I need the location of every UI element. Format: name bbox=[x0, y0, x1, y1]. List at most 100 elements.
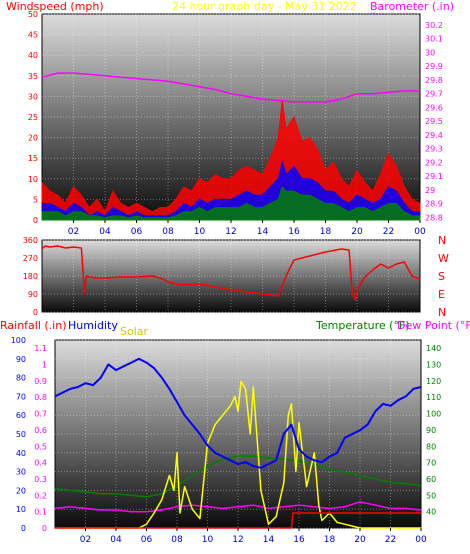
barometer-axis-label: Barometer (.in) bbox=[370, 0, 454, 13]
rain-tick-label: 0.9 bbox=[34, 377, 47, 386]
windspeed-tick-label: 25 bbox=[28, 113, 38, 122]
humidity-tick-label: 30 bbox=[16, 468, 26, 477]
direction-line bbox=[41, 245, 421, 301]
direction-plot-bg bbox=[41, 239, 421, 313]
direction-tick-label: 180 bbox=[23, 272, 38, 281]
direction-series bbox=[41, 245, 421, 301]
wind-baro-xtick-label: 04 bbox=[99, 227, 111, 237]
humidity-tick-label: 20 bbox=[16, 486, 26, 495]
wind-baro-xtick-label: 00 bbox=[414, 227, 426, 237]
rain-tick-label: 1.1 bbox=[34, 344, 47, 353]
direction-panel: 0 N 90 E 180 S 270 W 360 N bbox=[23, 234, 449, 319]
rain-hum-temp-xtick-label: 16 bbox=[293, 535, 305, 545]
rainfall-line bbox=[55, 512, 421, 529]
direction-ticks: 0 N 90 E 180 S 270 W 360 N bbox=[23, 234, 449, 319]
barometer-tick-label: 29.4 bbox=[425, 131, 443, 140]
rain-hum-temp-xtick-label: 22 bbox=[385, 535, 396, 545]
wind-baro-xtick-label: 12 bbox=[225, 227, 236, 237]
compass-label: N bbox=[438, 306, 446, 319]
wind-baro-ticks: 0 5 10 15 20 25 30 35 40 45 50 28.8 28.9 29 29.1 29.2 29… bbox=[28, 10, 443, 237]
temperature-tick-label: 100 bbox=[426, 410, 441, 419]
windspeed-tick-label: 20 bbox=[28, 134, 38, 143]
temperature-tick-label: 110 bbox=[426, 393, 441, 402]
avg-area bbox=[41, 186, 421, 221]
dewpoint-line bbox=[54, 501, 422, 513]
rain-hum-temp-panel: 010203040506070809010000.10.20.30.40.50.… bbox=[0, 319, 470, 545]
compass-label: E bbox=[438, 288, 445, 301]
barometer-tick-label: 29.3 bbox=[425, 145, 443, 154]
windspeed-tick-label: 10 bbox=[28, 175, 38, 184]
rain-hum-temp-xtick-label: 02 bbox=[80, 535, 91, 545]
humidity-tick-label: 40 bbox=[16, 449, 26, 458]
barometer-tick-label: 28.9 bbox=[425, 200, 443, 209]
wind-baro-xtick-label: 22 bbox=[383, 227, 394, 237]
barometer-tick-label: 29.1 bbox=[425, 172, 443, 181]
rain-hum-temp-series bbox=[54, 357, 422, 529]
windspeed-tick-label: 0 bbox=[33, 216, 38, 225]
rain-tick-label: 0.3 bbox=[34, 475, 47, 484]
rain-hum-temp-xtick-label: 04 bbox=[110, 535, 122, 545]
rain-tick-label: 0.7 bbox=[34, 410, 47, 419]
temperature-axis-label: Temperature (°F) bbox=[315, 319, 410, 332]
temperature-tick-label: 90 bbox=[426, 426, 436, 435]
rain-hum-temp-plot-bg bbox=[54, 339, 422, 529]
barometer-tick-label: 30 bbox=[425, 48, 435, 57]
rain-hum-temp-xtick-label: 12 bbox=[232, 535, 243, 545]
barometer-tick-label: 28.8 bbox=[425, 213, 443, 222]
windspeed-tick-label: 35 bbox=[28, 72, 38, 81]
humidity-axis-label: Humidity bbox=[68, 319, 118, 332]
windspeed-tick-label: 15 bbox=[28, 154, 38, 163]
wind-baro-panel: 0 5 10 15 20 25 30 35 40 45 50 28.8 28.9 29 29.1 29.2 29… bbox=[6, 0, 454, 237]
rain-hum-temp-xtick-label: 20 bbox=[354, 535, 366, 545]
temperature-tick-label: 50 bbox=[426, 491, 436, 500]
wind-baro-xtick-label: 14 bbox=[257, 227, 269, 237]
compass-label: N bbox=[438, 234, 446, 247]
wind-baro-xtick-label: 08 bbox=[162, 227, 174, 237]
windspeed-tick-label: 40 bbox=[28, 51, 38, 60]
rain-tick-label: 0 bbox=[42, 524, 47, 533]
rain-tick-label: 0.1 bbox=[34, 508, 47, 517]
rain-hum-temp-xtick-label: 06 bbox=[141, 535, 153, 545]
compass-label: S bbox=[438, 270, 445, 283]
direction-tick-label: 360 bbox=[23, 236, 38, 245]
humidity-tick-label: 60 bbox=[16, 411, 26, 420]
barometer-tick-label: 29.6 bbox=[425, 103, 443, 112]
rain-hum-temp-ticks: 010203040506070809010000.10.20.30.40.50.… bbox=[11, 336, 442, 545]
direction-tick-label: 270 bbox=[23, 254, 38, 263]
humidity-tick-label: 50 bbox=[16, 430, 26, 439]
barometer-tick-label: 30.1 bbox=[425, 35, 443, 44]
rain-tick-label: 0.4 bbox=[34, 459, 47, 468]
barometer-tick-label: 29.9 bbox=[425, 62, 443, 71]
rain-hum-temp-xtick-label: 14 bbox=[263, 535, 275, 545]
barometer-tick-label: 29.5 bbox=[425, 117, 443, 126]
direction-tick-label: 90 bbox=[28, 290, 38, 299]
rain-tick-label: 0.6 bbox=[34, 426, 47, 435]
rainfall-axis-label: Rainfall (.in) bbox=[0, 319, 67, 332]
temperature-tick-label: 40 bbox=[426, 508, 436, 517]
rain-hum-temp-xtick-label: 10 bbox=[202, 535, 214, 545]
graph-title: 24 hour graph day - May 31 2022 bbox=[172, 0, 357, 13]
windspeed-tick-label: 45 bbox=[28, 31, 38, 40]
humidity-line bbox=[54, 357, 422, 469]
wind-baro-series bbox=[41, 72, 421, 221]
wind-baro-xtick-label: 18 bbox=[320, 227, 332, 237]
barometer-tick-label: 30.2 bbox=[425, 21, 443, 30]
compass-label: W bbox=[438, 252, 449, 265]
wind-baro-xtick-label: 20 bbox=[351, 227, 363, 237]
rain-hum-temp-xtick-label: 08 bbox=[171, 535, 183, 545]
windspeed-tick-label: 5 bbox=[33, 195, 38, 204]
barometer-tick-label: 29.7 bbox=[425, 90, 443, 99]
wind-baro-xtick-label: 16 bbox=[288, 227, 300, 237]
humidity-tick-label: 100 bbox=[11, 336, 26, 345]
solar-axis-label: Solar bbox=[120, 325, 149, 338]
humidity-tick-label: 90 bbox=[16, 355, 26, 364]
windspeed-tick-label: 30 bbox=[28, 92, 38, 101]
rain-tick-label: 0.2 bbox=[34, 491, 47, 500]
humidity-tick-label: 70 bbox=[16, 392, 26, 401]
barometer-line bbox=[41, 72, 420, 103]
barometer-tick-label: 29.8 bbox=[425, 76, 443, 85]
gust-area bbox=[41, 100, 421, 221]
rain-hum-temp-xtick-label: 18 bbox=[324, 535, 336, 545]
rain-hum-temp-xtick-label: 00 bbox=[415, 535, 427, 545]
humidity-tick-label: 0 bbox=[21, 524, 26, 533]
